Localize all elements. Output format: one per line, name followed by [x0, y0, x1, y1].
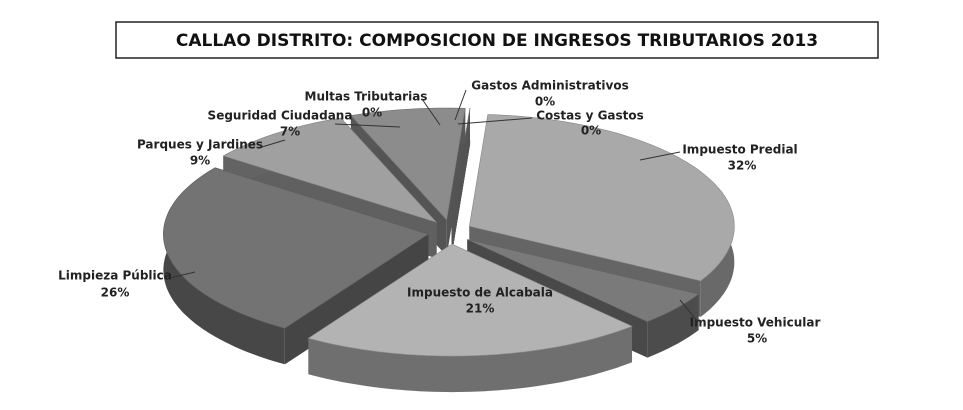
slice-value-label: 26% [101, 286, 130, 300]
slice-label: Impuesto de Alcabala [407, 286, 553, 300]
leader-line [639, 151, 681, 161]
slice-side [308, 326, 632, 393]
slice-value-label: 32% [728, 159, 757, 173]
slice [350, 107, 466, 221]
leader-line [454, 89, 467, 121]
slice-label: Seguridad Ciudadana [208, 109, 353, 123]
slice-label: Impuesto Predial [682, 143, 797, 157]
leader-line [457, 117, 533, 125]
slice-side [446, 108, 466, 257]
slice [307, 243, 633, 357]
slice [222, 117, 438, 224]
slice-label: Multas Tributarias [305, 90, 428, 104]
slice-value-label: 0% [581, 124, 601, 138]
slice [163, 167, 430, 329]
slice-side [451, 108, 471, 256]
slice-value-label: 9% [190, 154, 210, 168]
slice-label: Gastos Administrativos [471, 79, 629, 93]
leader-line [421, 98, 441, 126]
title-box [115, 21, 879, 59]
slice-value-label: 0% [362, 106, 382, 120]
leader-line [679, 299, 699, 323]
slice-side [647, 294, 699, 358]
slice [307, 243, 633, 393]
slice-label: Costas y Gastos [536, 109, 644, 123]
slice-value-label: 0% [535, 95, 555, 109]
leader-line [169, 271, 196, 279]
pie [163, 107, 735, 393]
leader-line [261, 139, 286, 148]
slice-value-label: 7% [280, 125, 300, 139]
slice-value-label: 21% [466, 302, 495, 316]
slice [467, 239, 700, 323]
slice-value-label: 5% [747, 332, 767, 346]
slice-label: Impuesto Vehicular [690, 316, 821, 330]
slice-label: Limpieza Pública [58, 269, 172, 283]
slice-label: Parques y Jardines [137, 138, 263, 152]
slice [469, 114, 735, 282]
leader-line [334, 123, 401, 128]
chart-title: CALLAO DISTRITO: COMPOSICION DE INGRESOS… [176, 31, 818, 51]
